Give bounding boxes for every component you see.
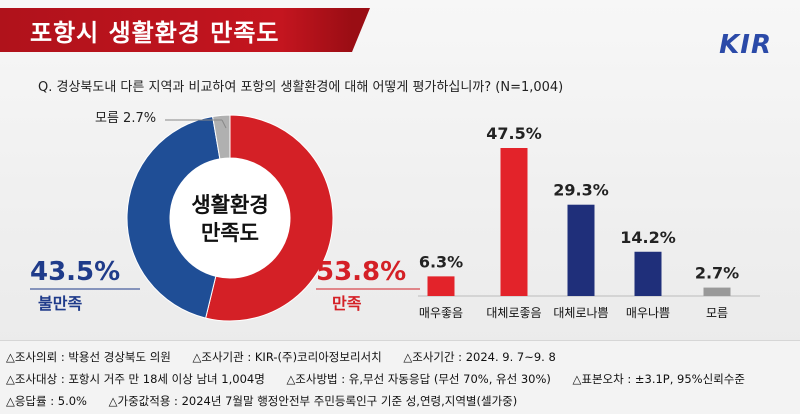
kir-logo: KIR bbox=[719, 30, 772, 60]
footer-line-1: △조사의뢰 : 박용선 경상북도 의원 △조사기관 : KIR-(주)코리아정보… bbox=[6, 349, 574, 365]
bar bbox=[567, 204, 595, 296]
donut-center-label: 생활환경 bbox=[191, 193, 268, 217]
bar-value-label: 6.3% bbox=[419, 252, 463, 271]
footer-item: △조사기간 : 2024. 9. 7~9. 8 bbox=[403, 350, 556, 364]
bar bbox=[703, 287, 731, 296]
donut-center bbox=[170, 158, 290, 278]
footer-item: △조사대상 : 포항시 거주 만 18세 이상 남녀 1,004명 bbox=[6, 372, 265, 386]
category-label: 모름 bbox=[706, 306, 728, 320]
bar-value-label: 47.5% bbox=[486, 124, 542, 143]
footer-item: △조사기관 : KIR-(주)코리아정보리서치 bbox=[192, 350, 382, 364]
footer-notes: △조사의뢰 : 박용선 경상북도 의원 △조사기관 : KIR-(주)코리아정보… bbox=[0, 340, 800, 414]
pie-slice bbox=[126, 115, 221, 319]
footer-item: △가중값적용 : 2024년 7월말 행정안전부 주민등록인구 기준 성,연령,… bbox=[108, 394, 518, 408]
pie-value-dissatisfied: 43.5% bbox=[30, 257, 120, 287]
bar bbox=[500, 148, 528, 296]
pie-value-satisfied: 53.8% bbox=[316, 257, 406, 287]
page-title: 포항시 생활환경 만족도 bbox=[30, 18, 280, 47]
bar bbox=[634, 251, 662, 296]
donut-center-label: 만족도 bbox=[201, 221, 259, 245]
category-label: 대체로나쁨 bbox=[553, 306, 608, 320]
bar bbox=[427, 276, 455, 296]
footer-line-3: △응답률 : 5.0% △가중값적용 : 2024년 7월말 행정안전부 주민등… bbox=[6, 393, 535, 409]
leader-line bbox=[221, 119, 227, 129]
footer-item: △응답률 : 5.0% bbox=[6, 394, 87, 408]
pie-name-satisfied: 만족 bbox=[332, 294, 362, 313]
footer-item: △표본오차 : ±3.1P, 95%신뢰수준 bbox=[572, 372, 745, 386]
survey-question: Q. 경상북도내 다른 지역과 비교하여 포항의 생활환경에 대해 어떻게 평가… bbox=[38, 80, 564, 95]
bar-value-label: 2.7% bbox=[695, 264, 739, 283]
footer-item: △조사의뢰 : 박용선 경상북도 의원 bbox=[6, 350, 171, 364]
pie-name-dissatisfied: 불만족 bbox=[38, 294, 82, 313]
footer-item: △조사방법 : 유,무선 자동응답 (무선 70%, 유선 30%) bbox=[286, 372, 551, 386]
bar-value-label: 14.2% bbox=[620, 228, 676, 247]
category-label: 매우나쁨 bbox=[626, 306, 670, 320]
bar-value-label: 29.3% bbox=[553, 181, 609, 200]
pie-label-unknown: 모름 2.7% bbox=[95, 111, 156, 126]
footer-line-2: △조사대상 : 포항시 거주 만 18세 이상 남녀 1,004명 △조사방법 … bbox=[6, 371, 763, 387]
title-banner: 포항시 생활환경 만족도 bbox=[0, 8, 370, 52]
category-label: 매우좋음 bbox=[419, 306, 463, 320]
category-label: 대체로좋음 bbox=[486, 306, 541, 320]
